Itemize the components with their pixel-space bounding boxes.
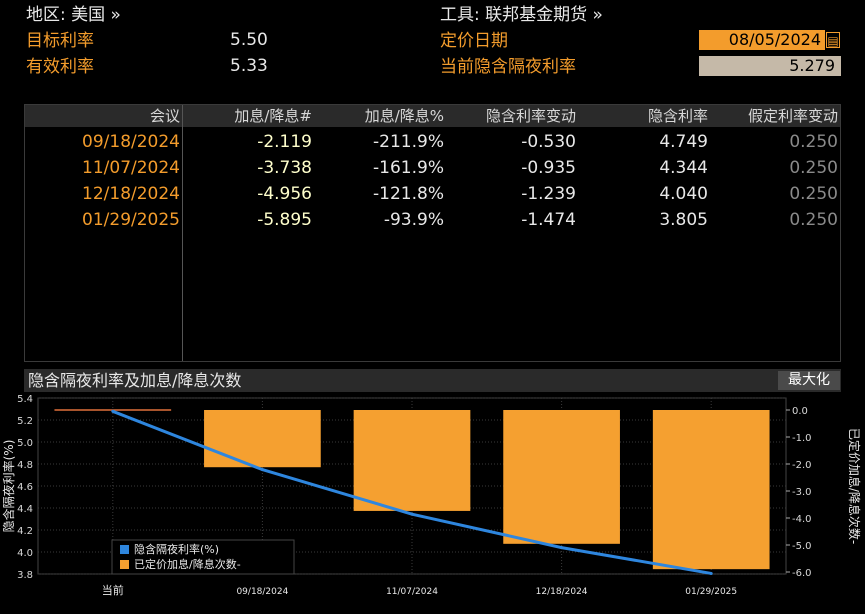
effective-rate-value: 5.33 — [230, 56, 268, 76]
cell-hikes-pct: -211.9% — [373, 132, 444, 152]
bar-mark — [204, 410, 321, 468]
cell-meeting: 09/18/2024 — [82, 132, 180, 152]
cell-hikes-num: -4.956 — [257, 184, 312, 204]
col-header-assumed-change[interactable]: 假定利率变动 — [747, 107, 838, 125]
pricing-date-label: 定价日期 — [440, 31, 508, 51]
y-tick-label: 4.0 — [17, 548, 33, 559]
cell-meeting: 12/18/2024 — [82, 184, 180, 204]
region-selector[interactable]: 地区: 美国 » — [26, 5, 121, 25]
x-tick-label: 09/18/2024 — [236, 587, 288, 597]
cell-implied-change: -0.530 — [521, 132, 576, 152]
cell-implied-change: -0.935 — [521, 158, 576, 178]
col-header-meeting[interactable]: 会议 — [149, 107, 180, 125]
cell-implied-rate: 4.040 — [659, 184, 708, 204]
instrument-selector[interactable]: 工具: 联邦基金期货 » — [440, 5, 603, 25]
table-row[interactable]: 01/29/2025 -5.895 -93.9% -1.474 3.805 0.… — [25, 207, 840, 233]
bar-mark — [503, 410, 620, 544]
line-point — [709, 571, 713, 575]
y2-tick-label: -1.0 — [792, 433, 812, 444]
cell-assumed-change[interactable]: 0.250 — [789, 184, 838, 204]
y-tick-label: 5.0 — [17, 438, 33, 449]
legend-label: 隐含隔夜利率(%) — [134, 542, 219, 556]
implied-overnight-label: 当前隐含隔夜利率 — [440, 57, 576, 77]
rates-table: 会议 加息/降息# 加息/降息% 隐含利率变动 隐含利率 假定利率变动 09/1… — [24, 104, 841, 362]
implied-overnight-value: 5.279 — [699, 56, 841, 76]
y2-tick-label: 0.0 — [792, 406, 808, 417]
y2-tick-label: -4.0 — [792, 514, 812, 525]
cell-implied-rate: 4.344 — [659, 158, 708, 178]
x-tick-label: 12/18/2024 — [536, 587, 588, 597]
col-header-implied-change[interactable]: 隐含利率变动 — [485, 107, 576, 125]
legend-label: 已定价加息/降息次数- — [134, 557, 241, 571]
line-point — [260, 468, 264, 472]
cell-meeting: 01/29/2025 — [82, 210, 180, 230]
y-tick-label: 4.6 — [17, 482, 33, 493]
y2-tick-label: -5.0 — [792, 541, 812, 552]
y-tick-label: 5.4 — [17, 394, 33, 405]
line-point — [111, 409, 115, 413]
x-tick-label: 01/29/2025 — [685, 587, 737, 597]
implied-rate-chart[interactable]: 5.4 5.2 5.0 4.8 4.6 4.4 4.2 4.0 3.8 0.0 -1.0 -2.0 -3… — [0, 392, 865, 614]
table-row[interactable]: 09/18/2024 -2.119 -211.9% -0.530 4.749 0… — [25, 129, 840, 155]
cell-assumed-change[interactable]: 0.250 — [789, 210, 838, 230]
chart-header — [24, 369, 841, 392]
effective-rate-label: 有效利率 — [26, 57, 94, 77]
cell-implied-rate: 3.805 — [659, 210, 708, 230]
table-row[interactable]: 11/07/2024 -3.738 -161.9% -0.935 4.344 0… — [25, 155, 840, 181]
x-tick-label: 11/07/2024 — [386, 587, 438, 597]
y2-tick-label: -2.0 — [792, 460, 812, 471]
calendar-icon[interactable]: ▤ — [826, 32, 840, 48]
cell-meeting: 11/07/2024 — [82, 158, 180, 178]
y-tick-label: 4.4 — [17, 504, 33, 515]
line-point — [560, 546, 564, 550]
cell-hikes-num: -2.119 — [257, 132, 312, 152]
cell-hikes-num: -3.738 — [257, 158, 312, 178]
chart-title: 隐含隔夜利率及加息/降息次数 — [28, 371, 242, 390]
cell-hikes-pct: -93.9% — [383, 210, 444, 230]
x-tick-label: 当前 — [102, 583, 124, 597]
legend-swatch-bar — [120, 560, 129, 569]
y2-tick-label: -3.0 — [792, 487, 812, 498]
maximize-button[interactable]: 最大化 — [778, 371, 840, 390]
bar-mark — [652, 410, 770, 570]
table-header — [25, 105, 840, 127]
cell-assumed-change[interactable]: 0.250 — [789, 158, 838, 178]
cell-implied-rate: 4.749 — [659, 132, 708, 152]
cell-implied-change: -1.474 — [521, 210, 576, 230]
target-rate-label: 目标利率 — [26, 31, 94, 51]
bar-mark — [353, 410, 471, 511]
legend — [111, 539, 295, 575]
y-tick-label: 4.2 — [17, 526, 33, 537]
y-tick-label: 4.8 — [17, 460, 33, 471]
col-header-implied-rate[interactable]: 隐含利率 — [647, 107, 708, 125]
cell-hikes-pct: -161.9% — [373, 158, 444, 178]
legend-swatch-line — [120, 545, 129, 554]
cell-hikes-num: -5.895 — [257, 210, 312, 230]
column-divider — [182, 105, 183, 361]
pricing-date-input[interactable]: 08/05/2024 — [699, 30, 825, 50]
cell-implied-change: -1.239 — [521, 184, 576, 204]
col-header-hikes-num[interactable]: 加息/降息# — [234, 107, 312, 125]
col-header-hikes-pct[interactable]: 加息/降息% — [364, 107, 444, 125]
y2-axis-title: 已定价加息/降息次数- — [847, 428, 862, 544]
y2-tick-label: -6.0 — [792, 568, 812, 579]
cell-hikes-pct: -121.8% — [373, 184, 444, 204]
y-tick-label: 5.2 — [17, 416, 33, 427]
cell-assumed-change[interactable]: 0.250 — [789, 132, 838, 152]
table-row[interactable]: 12/18/2024 -4.956 -121.8% -1.239 4.040 0… — [25, 181, 840, 207]
line-point — [410, 512, 414, 516]
y-tick-label: 3.8 — [17, 570, 33, 581]
target-rate-value: 5.50 — [230, 30, 268, 50]
y-axis-title: 隐含隔夜利率(%) — [1, 440, 16, 533]
